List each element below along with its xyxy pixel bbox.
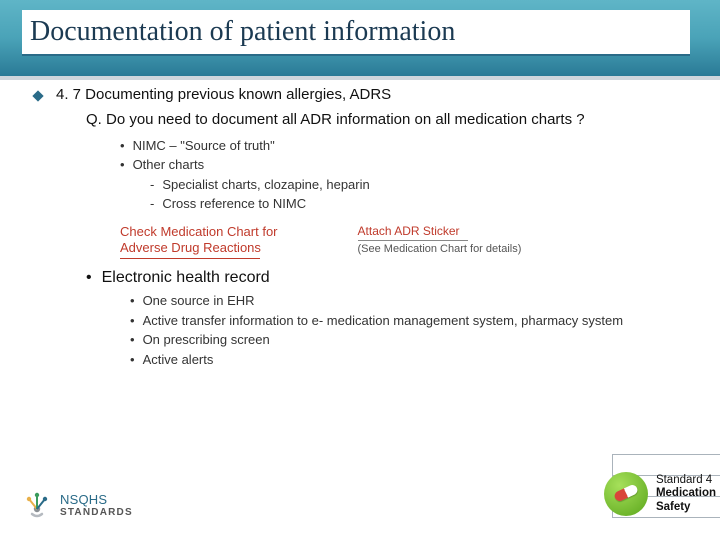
nimc-dash-1: Specialist charts, clozapine, heparin xyxy=(150,175,696,195)
med-safety-labels: Standard 4 Medication Safety xyxy=(656,474,716,514)
ehr-heading: Electronic health record xyxy=(86,269,696,287)
nsqhs-logo: NSQHS STANDARDS xyxy=(22,490,133,520)
ehr-bullet-2: Active transfer information to e- medica… xyxy=(130,311,696,331)
section-question: Q. Do you need to document all ADR infor… xyxy=(86,111,696,130)
callout-right-title: Attach ADR Sticker xyxy=(358,224,522,238)
ehr-bullet-4: Active alerts xyxy=(130,350,696,370)
ehr-bullet-1: One source in EHR xyxy=(130,291,696,311)
std-line1: Standard 4 xyxy=(656,474,712,486)
std-line2: Medication xyxy=(656,487,716,499)
title-plate: Documentation of patient information xyxy=(22,10,690,56)
nimc-bullet-1: NIMC – "Source of truth" xyxy=(120,136,696,156)
diamond-bullet-icon xyxy=(32,90,43,101)
ehr-bullet-3: On prescribing screen xyxy=(130,330,696,350)
callout-left-line2: Adverse Drug Reactions xyxy=(120,240,261,255)
nimc-bullet-2: Other charts xyxy=(120,155,696,175)
logo-main: NSQHS xyxy=(60,492,107,507)
logo-text: NSQHS STANDARDS xyxy=(60,493,133,518)
callout-underline xyxy=(120,258,260,259)
section-heading-row: 4. 7 Documenting previous known allergie… xyxy=(30,86,696,105)
pill-icon xyxy=(604,472,648,516)
section-heading: 4. 7 Documenting previous known allergie… xyxy=(56,86,391,105)
page-title: Documentation of patient information xyxy=(30,16,678,48)
std-line3: Safety xyxy=(656,501,691,513)
content-area: 4. 7 Documenting previous known allergie… xyxy=(30,86,696,369)
callouts-row: Check Medication Chart for Adverse Drug … xyxy=(120,224,696,260)
nimc-dash-2: Cross reference to NIMC xyxy=(150,194,696,214)
check-medication-callout: Check Medication Chart for Adverse Drug … xyxy=(120,224,278,260)
adr-sticker-callout: Attach ADR Sticker (See Medication Chart… xyxy=(358,224,522,255)
medication-safety-badge: Standard 4 Medication Safety xyxy=(604,472,716,516)
callout-left-line1: Check Medication Chart for xyxy=(120,224,278,239)
logo-sub: STANDARDS xyxy=(60,508,133,518)
callout-right-sub: (See Medication Chart for details) xyxy=(358,243,522,255)
logo-mark-icon xyxy=(22,490,52,520)
callout-divider xyxy=(358,240,468,241)
